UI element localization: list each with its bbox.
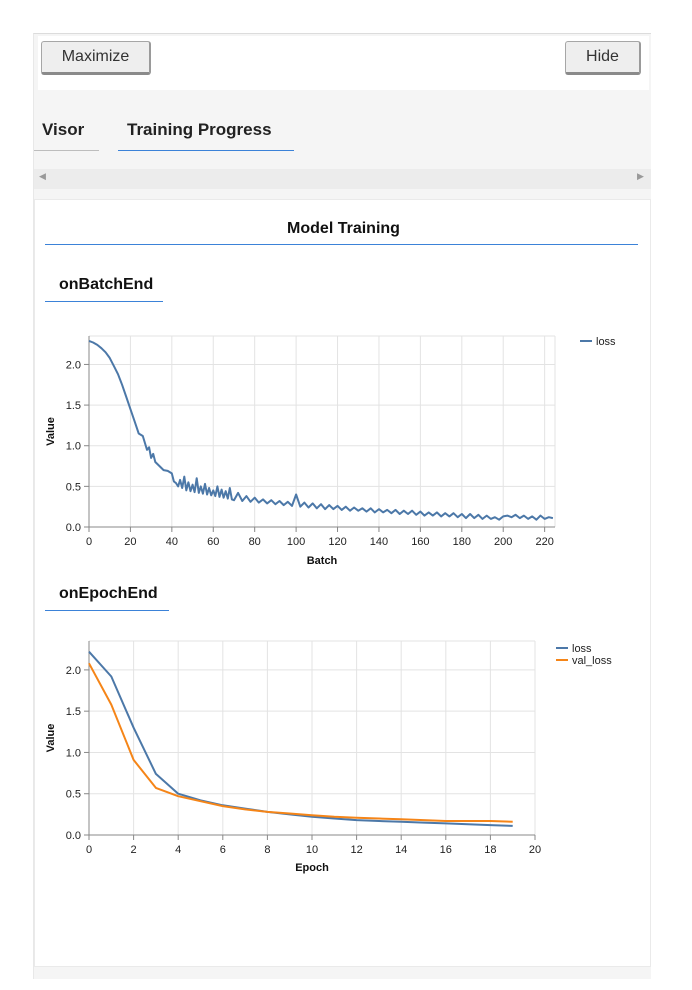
tab-bar: Visor Training Progress [34, 106, 651, 156]
scroll-left-icon[interactable]: ◀ [39, 171, 46, 181]
tab-visor[interactable]: Visor [42, 120, 85, 139]
surface-title: Model Training [287, 220, 400, 237]
tab-training-progress[interactable]: Training Progress [127, 120, 272, 139]
section-rule-batch [45, 301, 163, 302]
active-tab-indicator [118, 150, 294, 151]
tab-visor-underline [34, 150, 99, 151]
visor-controls: Maximize Hide [34, 34, 651, 90]
tab-scrollbar[interactable]: ◀ ▶ [34, 169, 651, 189]
section-rule-epoch [45, 610, 169, 611]
model-training-surface: Model Training onBatchEnd onEpochEnd [34, 199, 651, 967]
maximize-button[interactable]: Maximize [41, 41, 151, 75]
visor-panel: Maximize Hide Visor Training Progress ◀ … [33, 33, 651, 979]
hide-button[interactable]: Hide [565, 41, 641, 75]
section-title-epoch: onEpochEnd [59, 585, 158, 602]
section-title-batch: onBatchEnd [59, 276, 154, 293]
scroll-right-icon[interactable]: ▶ [637, 171, 644, 181]
surface-title-rule [45, 244, 638, 245]
